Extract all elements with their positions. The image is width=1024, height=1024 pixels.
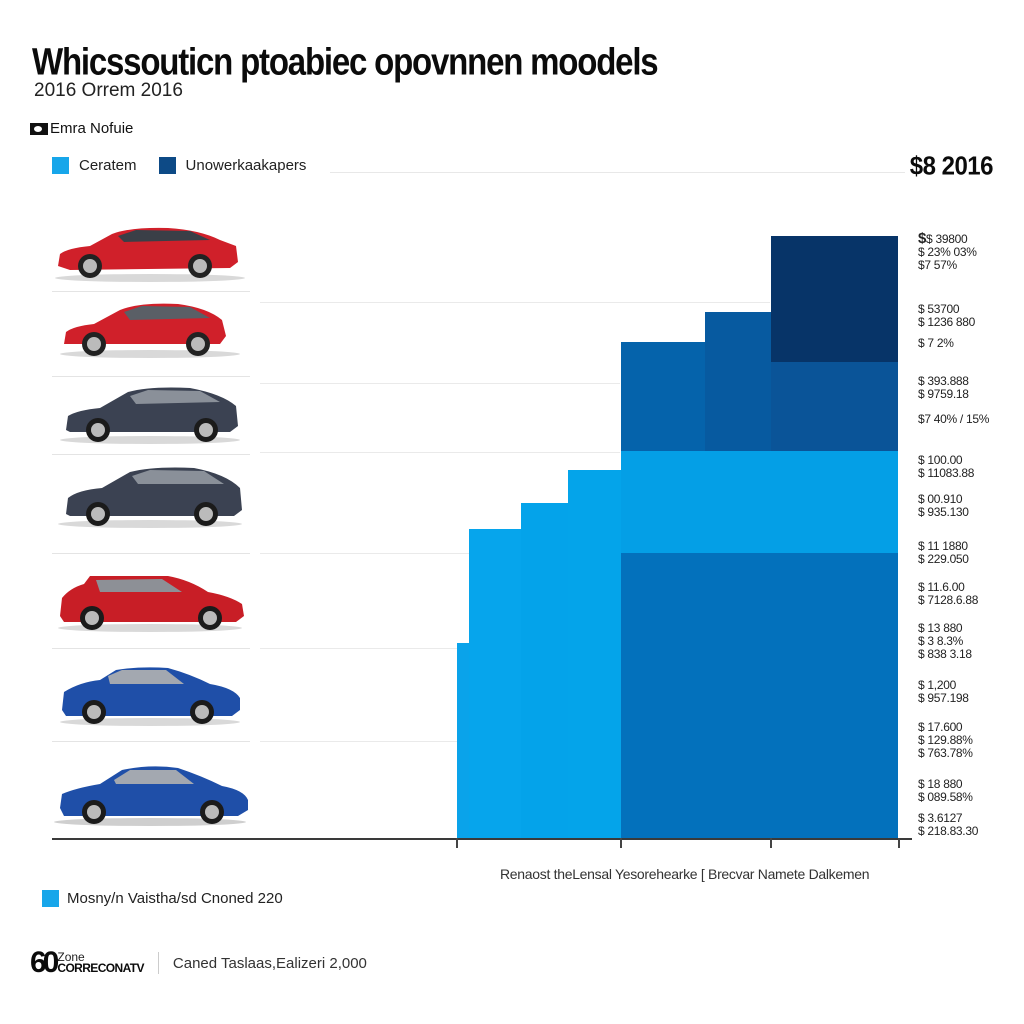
x-axis-label: Renaost theLensal Yesorehearke [ Brecvar… <box>500 866 870 882</box>
bar-step-1[interactable] <box>457 643 469 838</box>
gridline <box>260 553 470 554</box>
value-label: $ 11 1880 $ 229.050 <box>918 539 969 566</box>
x-tick <box>770 838 772 848</box>
x-tick <box>456 838 458 848</box>
gridline <box>260 302 770 303</box>
bar-mid-3[interactable] <box>771 362 898 451</box>
period-label: $8 2016 <box>909 151 994 182</box>
value-label: $ 53700 $ 1236 880 $ 7 2% <box>918 302 976 350</box>
legend-item-ceratem[interactable]: Ceratem <box>52 157 137 174</box>
footer: 60 Zone CORRECONATV Caned Taslaas,Ealize… <box>30 948 367 978</box>
row-divider <box>52 741 250 742</box>
car-image-blue-sedan-2 <box>50 760 250 830</box>
car-image-blue-sedan <box>50 660 250 730</box>
value-label: $ 3.6127 $ 218.83.30 <box>918 811 979 838</box>
publisher-logo[interactable]: 60 Zone CORRECONATV <box>30 948 144 978</box>
chart-title: Whicssouticn ptoabiec opovnnen moodels <box>32 40 659 83</box>
chart-subtitle: 2016 Orrem 2016 <box>34 80 183 101</box>
brand-tag-label: Emra Nofuie <box>50 120 134 137</box>
bar-step-5[interactable] <box>621 451 898 553</box>
legend-swatch-navy <box>158 157 176 174</box>
row-divider <box>52 454 250 455</box>
gridline <box>260 741 460 742</box>
bar-step-4[interactable] <box>568 470 621 838</box>
bar-navy-top[interactable] <box>771 236 898 362</box>
bar-mid-2[interactable] <box>705 312 771 451</box>
car-image-gray-coupe-suv <box>50 380 250 450</box>
x-tick <box>898 838 900 848</box>
legend-swatch-light-blue <box>52 157 69 174</box>
bar-step-3[interactable] <box>521 503 568 838</box>
footnote-label: Mosny/n Vaistha/sd Cnoned 220 <box>67 890 283 907</box>
brand-tag: Emra Nofuie <box>30 120 133 137</box>
bar-step-2[interactable] <box>469 529 521 838</box>
value-label: $ 00.910 $ 935.130 <box>918 492 969 519</box>
logo-number: 60 <box>30 946 59 979</box>
value-label: $ 100.00 $ 11083.88 <box>918 453 975 480</box>
legend-label: Unowerkaakapers <box>185 157 307 174</box>
value-label: $$ 39800 $ 23% 03% $7 57% <box>918 230 977 272</box>
value-label: $ 18 880 $ 089.58% <box>918 777 973 804</box>
car-image-gray-coupe-suv-2 <box>50 462 250 532</box>
legend-label: Ceratem <box>79 157 137 174</box>
bar-lower-block[interactable] <box>621 553 898 838</box>
top-gridline <box>330 172 905 173</box>
x-tick <box>620 838 622 848</box>
footer-divider <box>157 952 159 974</box>
row-divider <box>52 553 250 554</box>
row-divider <box>52 648 250 649</box>
value-label: $ 17.600 $ 129.88% $ 763.78% <box>918 720 973 760</box>
car-image-red-sedan <box>50 218 250 288</box>
value-label: $ 1,200 $ 957.198 <box>918 678 969 705</box>
footnote-swatch <box>42 890 59 907</box>
bar-mid-1[interactable] <box>621 342 705 451</box>
footer-credit: Caned Taslaas,Ealizeri 2,000 <box>172 954 367 972</box>
car-image-red-hatchback <box>50 566 250 636</box>
brand-icon <box>30 122 48 135</box>
footnote: Mosny/n Vaistha/sd Cnoned 220 <box>42 890 283 907</box>
value-label: $ 13 880 $ 3 8.3% $ 838 3.18 <box>918 621 972 661</box>
gridline <box>260 383 620 384</box>
row-divider <box>52 376 250 377</box>
legend-item-unowerkaakapers[interactable]: Unowerkaakapers <box>158 157 307 174</box>
row-divider <box>52 291 250 292</box>
gridline <box>260 648 460 649</box>
value-label: $ 393.888 $ 9759.18 $7 40% / 15% <box>918 374 990 426</box>
logo-top-text: Zone <box>57 950 85 964</box>
logo-bottom-text: CORRECONATV <box>57 961 144 975</box>
car-image-red-fastback <box>50 294 250 364</box>
legend: Ceratem Unowerkaakapers <box>52 157 306 174</box>
x-axis <box>52 838 912 840</box>
gridline <box>260 452 620 453</box>
value-label: $ 11.6.00 $ 7128.6.88 <box>918 580 979 607</box>
